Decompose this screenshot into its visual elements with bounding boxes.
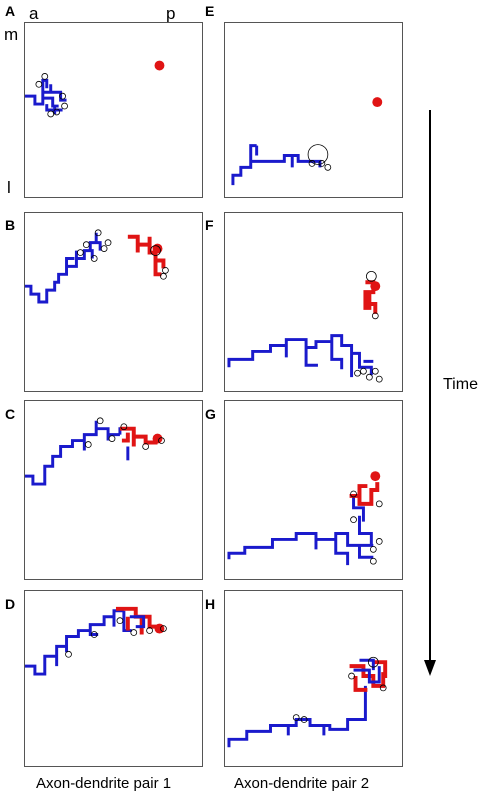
panel-label-h: H: [205, 596, 216, 612]
panel-f-drawing: [227, 270, 383, 383]
panel-c: [24, 400, 203, 580]
panel-label-d: D: [5, 596, 16, 612]
panel-e-drawing: [231, 97, 383, 186]
panel-f: [224, 212, 403, 392]
posterior-label: p: [166, 4, 176, 23]
panel-a: [24, 22, 203, 198]
medial-label: m: [4, 25, 19, 44]
panel-a-drawing: [25, 60, 165, 118]
panel-label-f: F: [205, 217, 214, 233]
panel-label-b: B: [5, 217, 16, 233]
panel-h: [224, 590, 403, 767]
panel-b-drawing: [25, 229, 169, 304]
panel-b: [24, 212, 203, 392]
panel-d-drawing: [25, 606, 167, 676]
anterior-label: a: [29, 4, 39, 23]
panel-g-drawing: [227, 471, 383, 566]
panel-g: [224, 400, 403, 580]
time-label: Time: [443, 376, 478, 393]
panel-label-g: G: [205, 406, 216, 422]
panel-label-a: A: [5, 3, 16, 19]
panel-c-drawing: [25, 417, 165, 486]
panel-h-drawing: [227, 656, 388, 748]
panel-label-e: E: [205, 3, 215, 19]
caption-pair-1: Axon-dendrite pair 1: [36, 775, 172, 792]
panel-d: [24, 590, 203, 767]
lateral-label: l: [7, 178, 11, 197]
time-arrow-icon: [424, 110, 436, 676]
caption-pair-2: Axon-dendrite pair 2: [234, 775, 370, 792]
panel-e: [224, 22, 403, 198]
panel-label-c: C: [5, 406, 16, 422]
